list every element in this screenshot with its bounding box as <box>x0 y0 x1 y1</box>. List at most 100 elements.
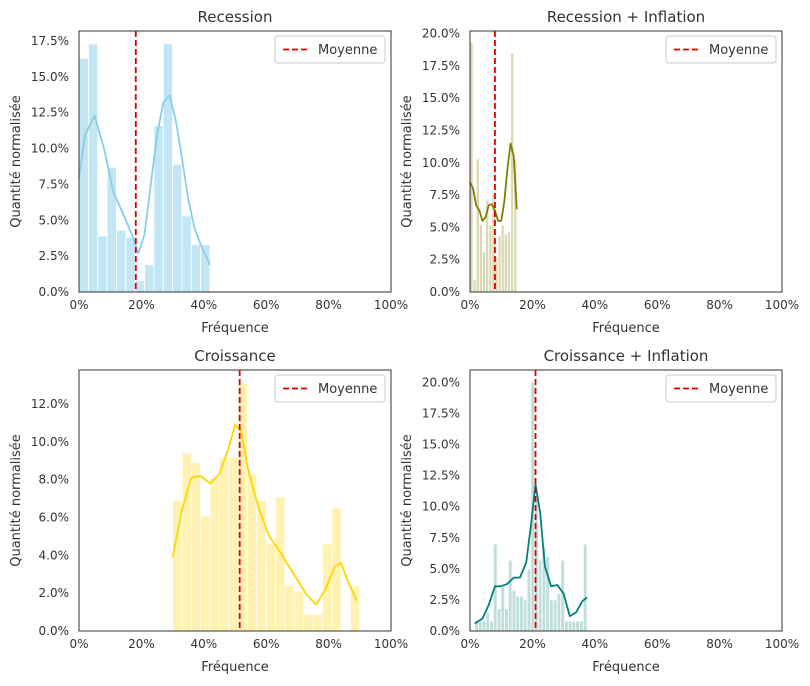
y-tick-label: 0.0% <box>39 624 70 638</box>
histogram-bar <box>511 589 517 632</box>
histogram-bar <box>500 224 505 293</box>
x-axis-label: Fréquence <box>201 660 268 675</box>
x-tick-label: 20% <box>519 637 546 651</box>
histogram-bar <box>522 599 528 632</box>
histogram-bar <box>190 244 202 293</box>
x-tick-label: 20% <box>128 637 155 651</box>
histogram-bar <box>228 456 239 632</box>
histogram-bar <box>571 620 577 632</box>
histogram-bar <box>545 556 550 632</box>
x-tick-label: 60% <box>644 298 671 312</box>
histogram-bar <box>256 500 267 632</box>
y-axis-label: Quantité normalisée <box>400 434 415 567</box>
histogram-bar <box>549 599 554 632</box>
histogram-bar <box>485 611 491 632</box>
x-tick-label: 0% <box>69 298 88 312</box>
legend-box <box>665 35 777 64</box>
histogram-bar <box>582 543 588 632</box>
histogram-bar <box>293 590 305 632</box>
x-axis-label: Fréquence <box>592 321 659 336</box>
histogram-bar <box>504 608 509 632</box>
y-tick-label: 17.5% <box>422 407 460 421</box>
y-tick-label: 15.0% <box>422 438 460 452</box>
x-tick-label: 40% <box>190 298 217 312</box>
x-tick-label: 80% <box>706 298 733 312</box>
panel-croissance-inflation: 0% 20% 40% 60% 80% 100% 0.0% 2.5% 5.0% 7.5% 10.0% 1… <box>400 347 799 675</box>
histogram-bar <box>575 620 580 632</box>
chart-title: Croissance <box>194 347 275 365</box>
x-tick-label: 0% <box>460 298 479 312</box>
histogram-bar <box>172 163 183 293</box>
y-tick-label: 17.5% <box>31 34 69 48</box>
histogram-bar <box>125 237 136 293</box>
histogram-bar <box>497 234 502 293</box>
histogram-bar <box>475 158 480 293</box>
histogram-bar <box>496 608 502 632</box>
histogram-bar <box>507 559 513 632</box>
x-tick-label: 80% <box>706 637 733 651</box>
axes-frame <box>78 369 392 632</box>
x-tick-label: 80% <box>315 637 342 651</box>
histogram-bar <box>284 585 295 632</box>
histogram-bar <box>190 462 202 632</box>
x-tick-label: 60% <box>253 298 280 312</box>
y-tick-label: 5.0% <box>39 213 70 227</box>
histogram-bar <box>218 456 230 632</box>
x-tick-label: 0% <box>460 637 479 651</box>
y-tick-label: 12.5% <box>422 123 460 137</box>
histogram-bar <box>303 613 314 632</box>
kde-curve <box>78 94 211 266</box>
histogram-bar <box>515 595 521 632</box>
y-tick-label: 7.5% <box>430 531 461 545</box>
legend-label: Moyenne <box>709 43 768 58</box>
y-tick-label: 0.0% <box>39 285 70 299</box>
panel-croissance: 0% 20% 40% 60% 80% 100% 0.0% 2.0% 4.0% 6.0% 8.0% 10… <box>9 347 408 675</box>
histogram-bar <box>526 568 532 632</box>
y-tick-label: 12.5% <box>422 469 460 483</box>
y-tick-label: 4.0% <box>39 548 70 562</box>
histogram-bar <box>500 587 506 632</box>
kde-curve <box>171 423 358 606</box>
y-tick-label: 5.0% <box>430 562 461 576</box>
y-tick-label: 0.0% <box>430 624 461 638</box>
histogram-bar <box>162 43 174 293</box>
x-tick-label: 100% <box>765 298 799 312</box>
legend-label: Moyenne <box>709 382 768 397</box>
histogram-bar <box>472 278 477 293</box>
x-tick-label: 40% <box>190 637 217 651</box>
histogram-bar <box>200 244 211 293</box>
histogram-bar <box>97 235 108 293</box>
histogram-bar <box>209 477 220 632</box>
y-tick-label: 12.5% <box>31 106 69 120</box>
y-tick-label: 6.0% <box>39 511 70 525</box>
y-tick-label: 20.0% <box>422 375 460 389</box>
histogram-bar <box>181 215 192 293</box>
histogram-bar <box>200 515 211 632</box>
histogram-bar <box>265 543 276 632</box>
y-tick-label: 12.0% <box>31 397 69 411</box>
histogram-bar <box>564 620 569 632</box>
histogram-bar <box>503 233 508 293</box>
legend-label: Moyenne <box>318 382 377 397</box>
panel-recession: 0% 20% 40% 60% 80% 100% 0.0% 2.5% 5.0% 7.5% 10.0% 1… <box>9 8 408 336</box>
x-tick-label: 100% <box>374 298 408 312</box>
axes-frame <box>469 369 783 632</box>
chart-title: Recession + Inflation <box>547 8 705 26</box>
y-tick-label: 10.0% <box>31 435 69 449</box>
legend-box <box>665 374 777 403</box>
x-tick-label: 40% <box>581 637 608 651</box>
x-axis-label: Fréquence <box>592 660 659 675</box>
y-axis-label: Quantité normalisée <box>9 434 24 567</box>
x-tick-label: 100% <box>374 637 408 651</box>
x-tick-label: 0% <box>69 637 88 651</box>
y-axis-label: Quantité normalisée <box>9 95 24 228</box>
y-tick-label: 15.0% <box>422 91 460 105</box>
histogram-bar <box>489 620 494 632</box>
y-tick-label: 2.5% <box>430 253 461 267</box>
histogram-bar <box>579 620 584 632</box>
legend-box <box>274 374 386 403</box>
histogram-bar <box>510 52 515 293</box>
histogram-bar <box>488 224 493 293</box>
histogram-bar <box>482 251 487 293</box>
